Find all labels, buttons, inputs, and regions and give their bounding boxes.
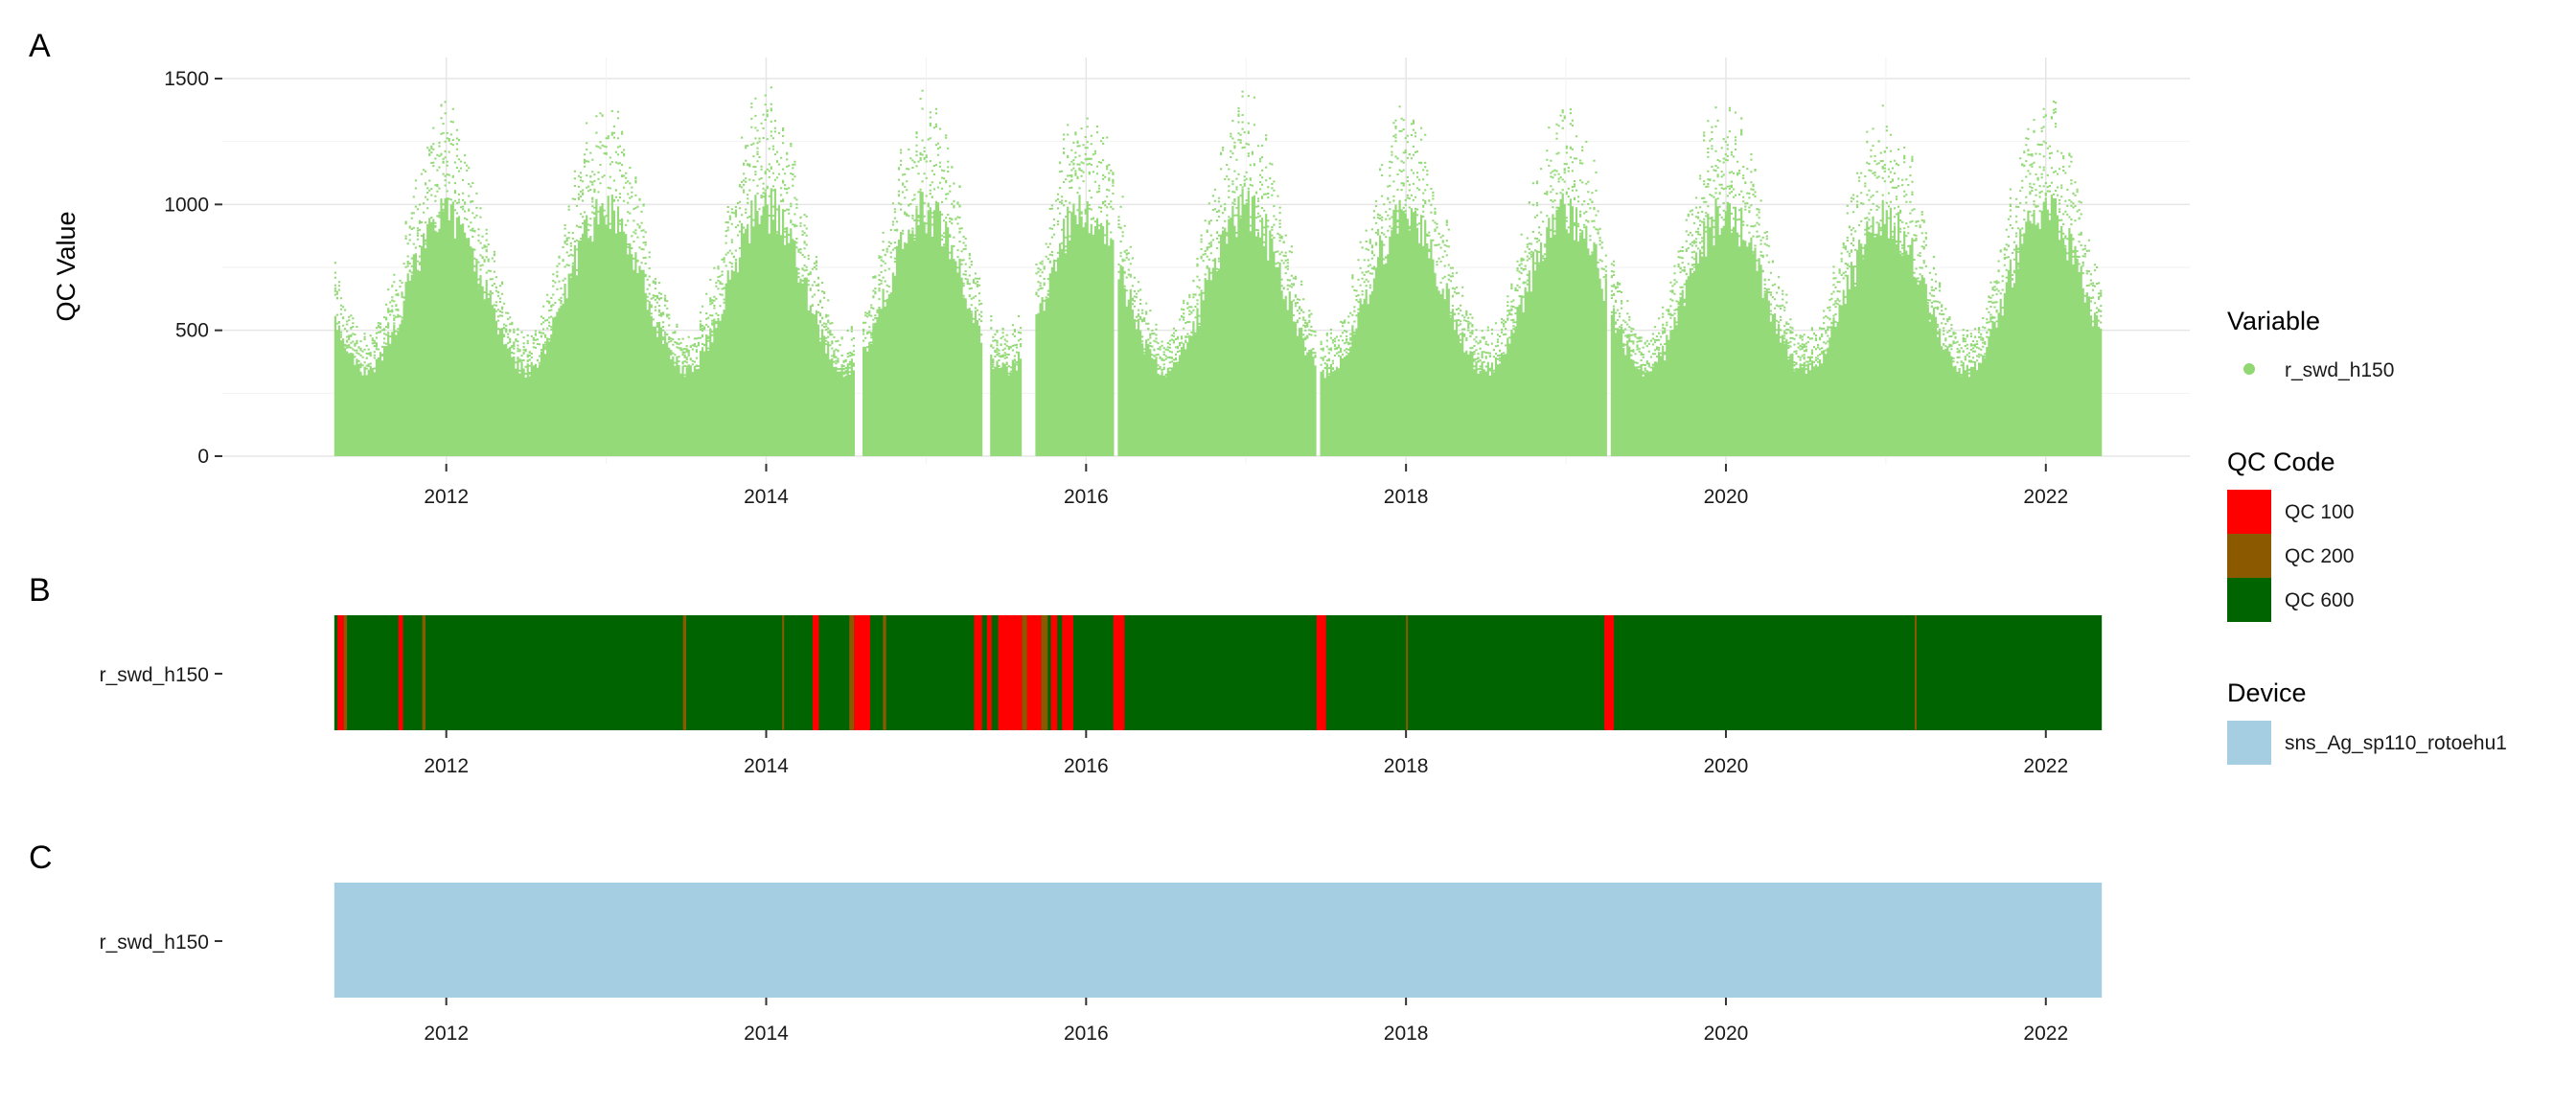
legend-qc200-swatch: [2227, 534, 2271, 578]
panel-c: C r_swd_h150 2012 2014 2016 2018 2020 2022: [29, 840, 2103, 1045]
qc-segment: [1914, 615, 1917, 730]
x-tick-label: 2022: [2023, 486, 2068, 508]
y-tick-label: 1500: [164, 68, 209, 90]
qc-segment: [422, 615, 426, 730]
legend-device-swatch: [2227, 721, 2271, 765]
x-tick-label: 2012: [424, 755, 469, 777]
qc-segment: [1406, 615, 1409, 730]
legend-device-title: Device: [2227, 678, 2307, 707]
panel-c-letter: C: [29, 840, 53, 876]
panel-a-y-axis-title: QC Value: [52, 211, 80, 321]
x-tick-label: 2014: [744, 486, 789, 508]
qc-base-bar: [334, 615, 2103, 730]
qc-segment: [1022, 615, 1027, 730]
legend-qc100-swatch: [2227, 490, 2271, 534]
x-tick-label: 2020: [1704, 486, 1749, 508]
x-tick-label: 2018: [1384, 1023, 1429, 1045]
device-bar: [334, 883, 2103, 998]
x-tick-label: 2014: [744, 755, 789, 777]
y-tick-label: 1000: [164, 194, 209, 216]
qc-segment: [1316, 615, 1326, 730]
x-tick-label: 2012: [424, 486, 469, 508]
qc-segment: [849, 615, 855, 730]
qc-segment: [1050, 615, 1058, 730]
x-tick-label: 2018: [1384, 486, 1429, 508]
x-tick-label: 2012: [424, 1023, 469, 1045]
y-tick-label: 500: [175, 320, 209, 342]
panel-a-x-ticks: 2012 2014 2016 2018 2020 2022: [424, 464, 2068, 508]
qc-segment: [812, 615, 819, 730]
qc-segment: [1041, 615, 1048, 730]
qc-segment: [337, 615, 344, 730]
x-tick-label: 2014: [744, 1023, 789, 1045]
qc-segment: [974, 615, 982, 730]
qc-segment: [398, 615, 403, 730]
x-tick-label: 2022: [2023, 755, 2068, 777]
qc-segment: [883, 615, 886, 730]
qc-segment: [1062, 615, 1073, 730]
panel-c-row-label: r_swd_h150: [100, 932, 209, 954]
x-tick-label: 2020: [1704, 1023, 1749, 1045]
y-tick-label: 0: [197, 446, 209, 468]
panel-a-letter: A: [29, 28, 51, 64]
legend-qc600-label: QC 600: [2285, 589, 2354, 611]
legend-variable-label: r_swd_h150: [2285, 359, 2394, 381]
qc-segment: [682, 615, 687, 730]
x-tick-label: 2020: [1704, 755, 1749, 777]
qc-segment: [1604, 615, 1615, 730]
qc-segment: [986, 615, 992, 730]
panel-a: A QC Value 0 500 1000 1500 2012 2014 2016 2018…: [29, 28, 2190, 508]
x-tick-label: 2022: [2023, 1023, 2068, 1045]
x-tick-label: 2016: [1064, 1023, 1109, 1045]
panel-b: B r_swd_h150 2012 2014 2016 2018 2020 2022: [29, 572, 2103, 777]
qc-segment: [1113, 615, 1125, 730]
legend-device-label: sns_Ag_sp110_rotoehu1: [2285, 732, 2507, 754]
qc-segment: [343, 615, 348, 730]
qc-segment: [1026, 615, 1042, 730]
panel-a-points: [334, 86, 2103, 456]
legend-area: Variable r_swd_h150 QC Code QC 100 QC 20…: [2227, 307, 2507, 765]
panel-b-x-ticks: 2012 2014 2016 2018 2020 2022: [424, 730, 2068, 777]
panel-b-letter: B: [29, 572, 51, 609]
panel-b-qc-bars: [334, 615, 2103, 730]
x-tick-label: 2016: [1064, 755, 1109, 777]
legend-variable-title: Variable: [2227, 307, 2320, 335]
x-tick-label: 2018: [1384, 755, 1429, 777]
qc-segment: [854, 615, 870, 730]
panel-c-x-ticks: 2012 2014 2016 2018 2020 2022: [424, 998, 2068, 1045]
panel-b-row-label: r_swd_h150: [100, 664, 209, 686]
panel-c-device-bar: [334, 883, 2103, 998]
qc-segment: [998, 615, 1023, 730]
legend-qc100-label: QC 100: [2285, 501, 2354, 523]
legend-qc600-swatch: [2227, 578, 2271, 622]
legend-variable-swatch: [2243, 363, 2255, 375]
x-tick-label: 2016: [1064, 486, 1109, 508]
qc-segment: [782, 615, 785, 730]
legend-qc-title: QC Code: [2227, 448, 2335, 476]
panel-a-y-ticks: 0 500 1000 1500: [164, 68, 222, 468]
series-r_swd_h150-points: [334, 86, 2103, 456]
legend-qc200-label: QC 200: [2285, 545, 2354, 567]
